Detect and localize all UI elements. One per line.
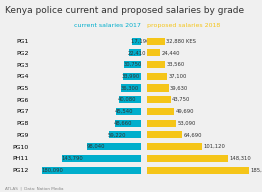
Text: 37,100: 37,100 [168,74,187,79]
Text: 43,750: 43,750 [172,97,190,102]
Text: 49,690: 49,690 [175,109,194,114]
Bar [62,155,141,162]
Bar [123,73,141,80]
Text: 32,880 KES: 32,880 KES [166,39,196,44]
Text: 53,090: 53,090 [177,121,195,126]
Bar [147,37,165,45]
Text: current salaries 2017: current salaries 2017 [74,22,141,28]
Text: proposed salaries 2018: proposed salaries 2018 [147,22,220,28]
Bar [147,167,249,174]
Text: 148,310: 148,310 [230,156,251,161]
Bar [109,131,141,138]
Bar [147,73,167,80]
Text: 39,630: 39,630 [170,85,188,90]
Text: 59,220: 59,220 [108,132,126,137]
Bar [147,61,165,68]
Bar [119,96,141,103]
Bar [121,84,141,92]
Text: 185,760: 185,760 [250,168,262,173]
Bar [124,61,141,68]
Text: 22,410: 22,410 [128,50,146,55]
Text: 33,560: 33,560 [166,62,185,67]
Bar [88,143,141,150]
Text: 180,090: 180,090 [41,168,63,173]
Bar [147,96,171,103]
Bar [114,120,141,127]
Bar [147,155,228,162]
Text: 40,080: 40,080 [118,97,137,102]
Bar [129,49,141,56]
Text: 17,190 KES: 17,190 KES [131,39,161,44]
Text: 45,540: 45,540 [115,109,134,114]
Bar [42,167,141,174]
Text: 98,040: 98,040 [86,144,105,149]
Bar [147,131,182,138]
Text: ATLAS  |  Data: Nation Media: ATLAS | Data: Nation Media [5,186,64,190]
Text: 24,440: 24,440 [161,50,180,55]
Bar [147,84,169,92]
Bar [147,49,160,56]
Text: Kenya police current and proposed salaries by grade: Kenya police current and proposed salari… [5,6,244,15]
Bar [116,108,141,115]
Text: 30,750: 30,750 [123,62,142,67]
Bar [132,37,141,45]
Text: 33,990: 33,990 [122,74,140,79]
Text: 48,660: 48,660 [113,121,132,126]
Text: 101,120: 101,120 [204,144,225,149]
Bar [147,143,203,150]
Bar [147,108,174,115]
Text: 143,790: 143,790 [61,156,83,161]
Text: 64,690: 64,690 [183,132,202,137]
Bar [147,120,176,127]
Text: 36,300: 36,300 [120,85,139,90]
